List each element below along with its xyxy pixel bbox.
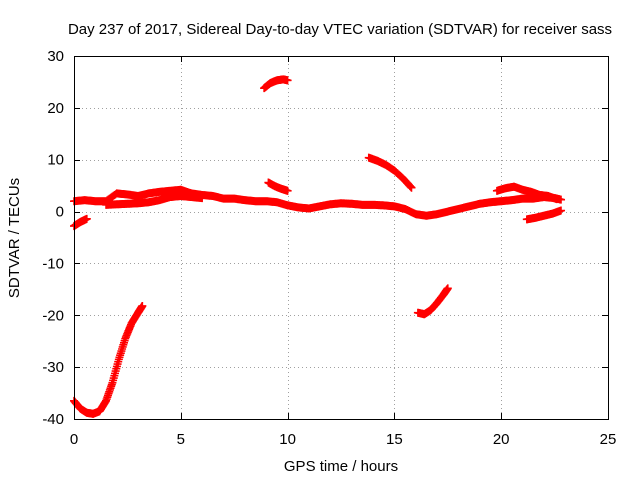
y-tick-label: 20 — [47, 100, 64, 117]
data-point — [283, 186, 292, 195]
series-near-14h — [364, 153, 416, 192]
series-main-band-b — [102, 192, 207, 209]
data-point — [406, 182, 415, 191]
x-tick-label: 15 — [386, 431, 403, 448]
x-tick-label: 20 — [493, 431, 510, 448]
y-tick-label: 0 — [56, 204, 64, 221]
y-tick-label: -20 — [42, 307, 64, 324]
plot-frame — [74, 56, 609, 420]
series-near-9h-upper — [260, 75, 292, 93]
y-tick-label: -30 — [42, 359, 64, 376]
data-point — [557, 206, 566, 215]
data-points — [70, 75, 566, 418]
series-early-deep-arc — [70, 301, 147, 418]
x-tick-label: 0 — [70, 431, 78, 448]
y-tick-label: -40 — [42, 411, 64, 428]
chart-title: Day 237 of 2017, Sidereal Day-to-day VTE… — [68, 21, 612, 38]
series-start-dip — [70, 214, 91, 231]
data-point — [283, 76, 292, 85]
data-point — [138, 301, 147, 310]
x-tick-label: 5 — [177, 431, 185, 448]
data-point — [407, 183, 416, 192]
y-tick-label: 10 — [47, 152, 64, 169]
data-point — [198, 194, 207, 203]
y-tick-label: 30 — [47, 48, 64, 65]
x-axis-title: GPS time / hours — [284, 458, 398, 475]
y-tick-label: -10 — [42, 255, 64, 272]
y-axis-title: SDTVAR / TECUs — [6, 178, 23, 298]
grid — [74, 56, 608, 419]
series-late-upper — [492, 182, 561, 204]
series-near-16h-low — [413, 284, 452, 319]
x-tick-label: 25 — [600, 431, 617, 448]
x-tick-label: 10 — [279, 431, 296, 448]
data-point — [443, 284, 452, 293]
series-late-lower — [522, 206, 566, 224]
series-near-9h-mid — [264, 178, 292, 195]
tick-labels: 0 5 10 15 20 25 -40 -30 -20 -10 0 10 20 30 — [42, 48, 616, 448]
data-point — [82, 214, 91, 223]
data-point — [552, 195, 561, 204]
